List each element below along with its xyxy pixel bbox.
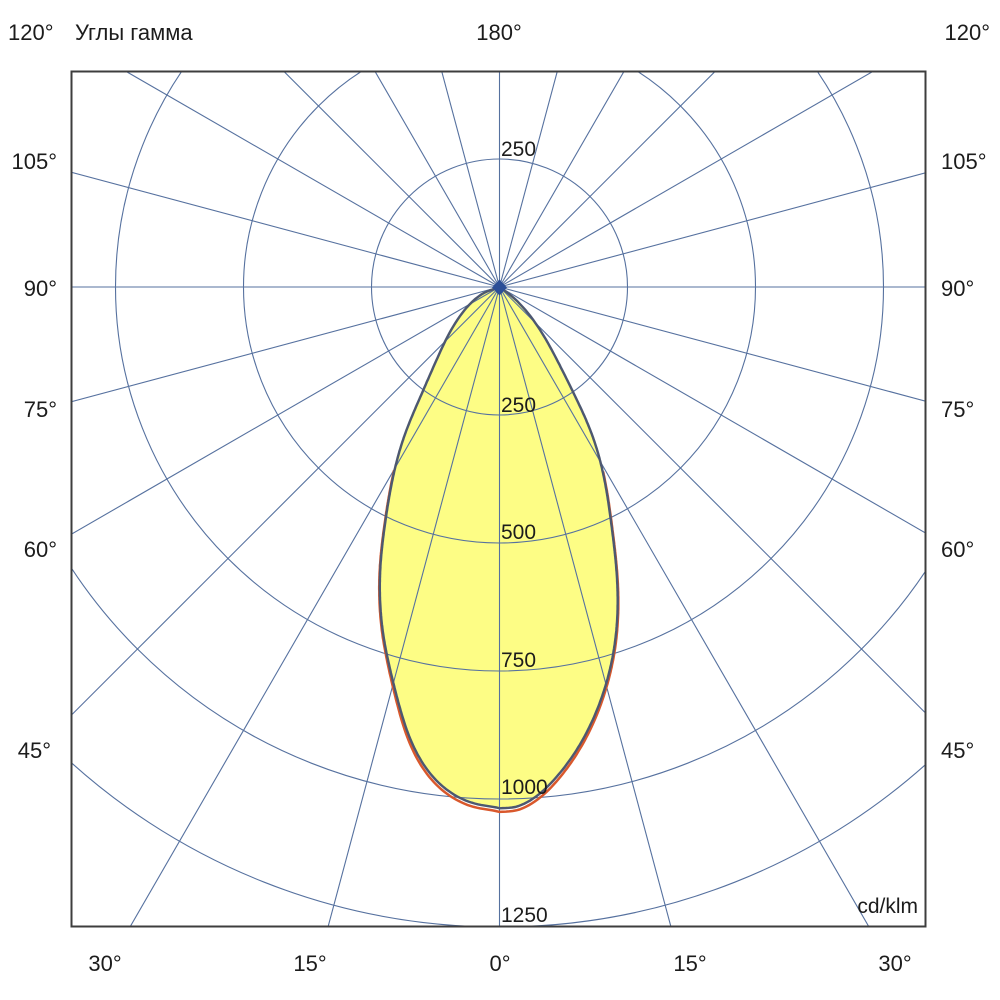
svg-text:250: 250 <box>501 394 536 417</box>
svg-text:120°: 120° <box>8 20 54 45</box>
svg-text:90°: 90° <box>24 276 57 301</box>
svg-text:75°: 75° <box>941 397 974 422</box>
svg-text:45°: 45° <box>18 738 51 763</box>
svg-text:180°: 180° <box>476 20 522 45</box>
svg-text:0°: 0° <box>489 951 510 976</box>
svg-text:30°: 30° <box>878 951 911 976</box>
svg-text:75°: 75° <box>24 397 57 422</box>
svg-text:250: 250 <box>501 138 536 161</box>
svg-text:90°: 90° <box>941 276 974 301</box>
svg-text:15°: 15° <box>293 951 326 976</box>
svg-text:105°: 105° <box>941 149 987 174</box>
svg-text:500: 500 <box>501 521 536 544</box>
svg-text:Углы гамма: Углы гамма <box>75 20 193 45</box>
svg-text:30°: 30° <box>88 951 121 976</box>
svg-text:60°: 60° <box>24 537 57 562</box>
svg-text:1000: 1000 <box>501 776 548 799</box>
svg-text:120°: 120° <box>944 20 990 45</box>
svg-text:cd/klm: cd/klm <box>857 895 918 918</box>
svg-text:15°: 15° <box>673 951 706 976</box>
svg-text:1250: 1250 <box>501 904 548 927</box>
svg-text:45°: 45° <box>941 738 974 763</box>
svg-text:60°: 60° <box>941 537 974 562</box>
svg-text:105°: 105° <box>11 149 57 174</box>
svg-text:750: 750 <box>501 649 536 672</box>
